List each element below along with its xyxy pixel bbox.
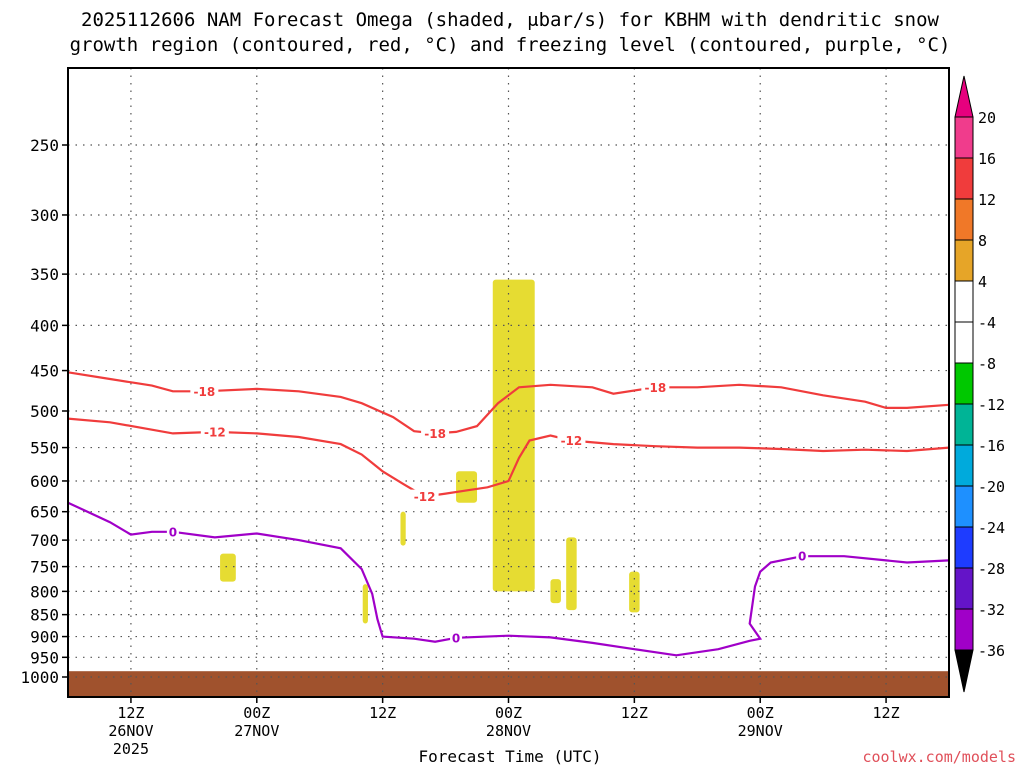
omega-shading (220, 279, 640, 624)
contour-label-bg (641, 380, 670, 395)
colorbar-label: -28 (978, 560, 1005, 578)
y-tick-label: 500 (30, 402, 59, 421)
colorbar-label: -16 (978, 437, 1005, 455)
colorbar-swatch (954, 280, 974, 323)
y-tick-label: 700 (30, 531, 59, 550)
colorbar: 20 16 12 8 4 -4 -8 -12 -16 -20 -24 -28 -32 -36 (954, 75, 1005, 693)
colorbar-swatch (954, 444, 974, 487)
x-tick-label: 12Z (369, 704, 396, 722)
chart-title-line1: 2025112606 NAM Forecast Omega (shaded, μ… (81, 9, 939, 31)
x-tick-label: 29NOV (738, 722, 783, 740)
y-tick-label: 550 (30, 439, 59, 458)
x-tick-label: 26NOV (108, 722, 153, 740)
x-tick-label: 00Z (243, 704, 270, 722)
y-tick-label: 350 (30, 265, 59, 284)
colorbar-swatch (954, 526, 974, 569)
x-tick-label: 12Z (621, 704, 648, 722)
colorbar-label: -4 (978, 314, 996, 332)
colorbar-label: -12 (978, 396, 1005, 414)
y-tick-label: 750 (30, 558, 59, 577)
omega-area-2 (220, 553, 236, 582)
omega-area-6 (629, 571, 640, 613)
y-tick-label: 800 (30, 582, 59, 601)
x-tick-label: 12Z (117, 704, 144, 722)
omega-area-1 (456, 471, 478, 503)
colorbar-label: -24 (978, 519, 1005, 537)
y-tick-label: 300 (30, 206, 59, 225)
x-tick-label: 12Z (873, 704, 900, 722)
contour-1 (67, 417, 950, 498)
y-tick-label: 950 (30, 648, 59, 667)
contour-0 (67, 371, 950, 435)
colorbar-label: 12 (978, 191, 996, 209)
x-axis-label: Forecast Time (UTC) (418, 747, 601, 766)
colorbar-label: 8 (978, 232, 987, 250)
contour-label: 0 (169, 525, 177, 539)
y-tick-label: 900 (30, 628, 59, 647)
contour-label: -12 (414, 490, 436, 504)
contours: -18 -18 -18 -12 -12 -12 0 0 0 (67, 371, 950, 657)
omega-area-0 (492, 279, 535, 592)
colorbar-swatch (954, 239, 974, 282)
contour-label-bg (410, 489, 439, 504)
contour-label-bg (200, 424, 229, 439)
colorbar-label: 16 (978, 150, 996, 168)
contour-label: 0 (452, 631, 460, 645)
x-tick-label: 28NOV (486, 722, 531, 740)
colorbar-swatch (954, 198, 974, 241)
colorbar-swatch (954, 567, 974, 610)
y-tick-label: 400 (30, 316, 59, 335)
omega-area-3 (400, 511, 406, 546)
contour-label-bg (190, 384, 219, 399)
contour-label: -12 (204, 425, 226, 439)
omega-area-5 (566, 537, 577, 611)
colorbar-label: -8 (978, 355, 996, 373)
contour-label: -18 (424, 427, 446, 441)
colorbar-label: -36 (978, 642, 1005, 660)
colorbar-swatch (954, 403, 974, 446)
colorbar-swatch (954, 608, 974, 651)
colorbar-arrow-top (954, 75, 974, 118)
contour-label: -18 (194, 385, 216, 399)
contour-label: -12 (561, 434, 583, 448)
contour-label-bg (450, 630, 463, 645)
y-tick-label: 650 (30, 503, 59, 522)
chart-title-line2: growth region (contoured, red, °C) and f… (70, 34, 951, 56)
colorbar-arrow-bottom (954, 649, 974, 693)
contour-label-bg (796, 549, 809, 564)
x-tick-label: 00Z (495, 704, 522, 722)
contour-2 (67, 501, 950, 657)
colorbar-label: -32 (978, 601, 1005, 619)
colorbar-swatch (954, 485, 974, 528)
x-tick-label: 2025 (113, 740, 149, 758)
colorbar-swatch (954, 116, 974, 159)
y-axis: 250 300 350 400 450 500 550 600 650 700 750 800 850 9… (20, 136, 68, 687)
colorbar-label: 4 (978, 273, 987, 291)
colorbar-swatch (954, 362, 974, 405)
contour-label: 0 (798, 550, 806, 564)
y-tick-label: 1000 (20, 668, 59, 687)
colorbar-label: 20 (978, 109, 996, 127)
credit-link[interactable]: coolwx.com/models (862, 748, 1016, 766)
colorbar-swatch (954, 157, 974, 200)
contour-label-bg (166, 524, 179, 539)
x-tick-label: 00Z (747, 704, 774, 722)
y-tick-label: 450 (30, 362, 59, 381)
x-tick-label: 27NOV (234, 722, 279, 740)
colorbar-swatch (954, 321, 974, 364)
y-tick-label: 250 (30, 136, 59, 155)
y-tick-label: 600 (30, 472, 59, 491)
colorbar-label: -20 (978, 478, 1005, 496)
contour-label: -18 (644, 381, 666, 395)
contour-label-bg (557, 433, 586, 448)
omega-area-7 (362, 584, 368, 624)
y-tick-label: 850 (30, 606, 59, 625)
contour-label-bg (421, 426, 450, 441)
